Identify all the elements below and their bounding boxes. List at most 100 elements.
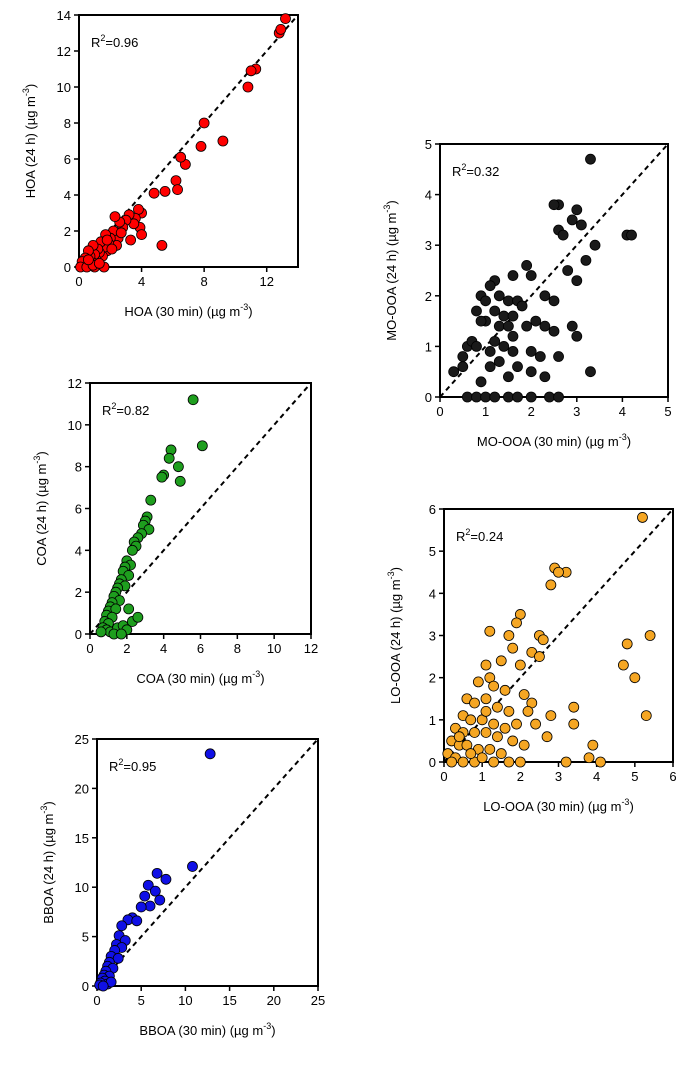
data-point <box>583 752 595 764</box>
data-point <box>492 731 503 743</box>
x-axis-label-text: LO-OOA (30 min) (µg m <box>483 799 621 814</box>
data-point <box>516 300 528 312</box>
r-squared-symbol: R <box>452 164 461 179</box>
data-point <box>503 706 515 717</box>
data-point <box>170 175 182 187</box>
data-point <box>587 739 599 751</box>
y-tick-label: 5 <box>429 544 436 559</box>
data-point <box>589 239 601 251</box>
data-point <box>123 603 135 615</box>
data-point <box>172 184 183 196</box>
data-point <box>489 391 501 403</box>
data-point <box>187 861 198 872</box>
y-tick-label: 3 <box>429 629 436 644</box>
data-point <box>571 330 583 342</box>
data-point <box>495 748 507 759</box>
x-axis-label-close: ) <box>271 1023 275 1038</box>
x-axis-label: HOA (30 min) (µg m-3) <box>124 302 252 319</box>
data-point <box>539 320 551 332</box>
data-point <box>488 680 500 692</box>
data-point <box>617 659 629 671</box>
x-tick-label: 15 <box>222 993 236 1008</box>
data-point <box>514 756 526 768</box>
r-squared-exponent: 2 <box>118 757 123 767</box>
data-point <box>553 351 564 362</box>
data-point <box>148 187 160 199</box>
x-tick-label: 5 <box>664 404 671 419</box>
x-tick-label: 8 <box>234 641 241 656</box>
data-point <box>174 475 186 487</box>
r-squared-exponent: 2 <box>111 401 116 411</box>
data-point <box>156 471 168 483</box>
data-point <box>484 280 496 292</box>
data-point <box>545 710 557 722</box>
x-axis-label-exponent: -3 <box>621 797 629 807</box>
y-tick-label: 6 <box>64 152 71 167</box>
y-axis-label-text: BBOA (24 h) (µg m <box>41 814 56 924</box>
data-point <box>530 315 542 327</box>
data-point <box>521 260 533 271</box>
data-point <box>133 203 144 215</box>
x-tick-label: 12 <box>304 641 318 656</box>
data-point <box>629 672 641 684</box>
data-point <box>484 361 496 373</box>
data-point <box>568 718 580 730</box>
data-point <box>217 135 229 147</box>
data-point <box>566 214 578 226</box>
data-point <box>448 366 460 378</box>
data-point <box>502 295 514 307</box>
y-axis-label: HOA (24 h) (µg m-3) <box>21 84 38 199</box>
y-tick-label: 8 <box>75 460 82 475</box>
y-tick-label: 4 <box>64 188 71 203</box>
y-axis-label-close: ) <box>384 200 399 204</box>
data-point <box>125 234 137 246</box>
y-axis-label-exponent: -3 <box>21 88 31 96</box>
data-point <box>465 748 477 759</box>
y-axis-label-exponent: -3 <box>39 806 49 814</box>
x-axis-label-close: ) <box>629 799 633 814</box>
data-point <box>160 873 172 885</box>
x-axis-label-close: ) <box>260 671 264 686</box>
data-point <box>126 544 138 556</box>
data-point <box>115 628 127 640</box>
x-tick-label: 0 <box>75 274 82 289</box>
data-point <box>626 229 637 241</box>
data-point <box>507 270 519 281</box>
data-point <box>553 566 564 578</box>
data-point <box>518 739 530 751</box>
data-point <box>471 391 482 403</box>
data-point <box>172 461 184 473</box>
data-point <box>553 391 564 403</box>
data-point <box>562 265 574 276</box>
x-tick-label: 1 <box>482 404 489 419</box>
data-point <box>476 752 488 764</box>
data-point <box>242 81 254 93</box>
r-squared-value: =0.32 <box>466 164 499 179</box>
plot-frame <box>89 382 312 635</box>
data-point <box>469 727 480 738</box>
r-squared-label: R2=0.82 <box>102 401 149 418</box>
r-squared-symbol: R <box>102 403 111 418</box>
y-tick-label: 20 <box>75 781 89 796</box>
data-point <box>512 391 523 403</box>
x-tick-label: 0 <box>436 404 443 419</box>
data-point <box>514 659 526 671</box>
data-point <box>492 701 503 713</box>
data-point <box>97 980 109 992</box>
data-point <box>116 920 128 932</box>
y-tick-label: 2 <box>425 289 432 304</box>
r-squared-value: =0.96 <box>105 35 138 50</box>
y-tick-label: 6 <box>429 502 436 517</box>
data-point <box>484 743 496 755</box>
data-point <box>534 351 546 362</box>
y-tick-label: 2 <box>75 585 82 600</box>
data-point <box>493 320 505 332</box>
data-point <box>522 706 534 717</box>
data-point <box>511 617 522 629</box>
r-squared-label: R2=0.24 <box>456 527 503 544</box>
data-point <box>475 315 487 327</box>
data-point <box>480 727 492 738</box>
data-point <box>512 361 523 373</box>
data-point <box>196 440 208 452</box>
